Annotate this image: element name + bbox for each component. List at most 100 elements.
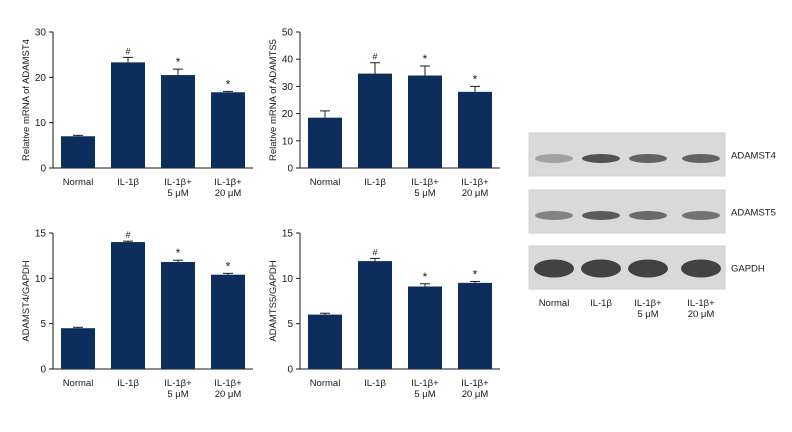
y-tick-label: 0 — [287, 164, 293, 175]
blot-lane-label: IL-1β — [590, 298, 612, 309]
blot-row-label: ADAMST4 — [731, 151, 776, 162]
significance-mark: * — [423, 270, 428, 284]
bar — [458, 282, 492, 369]
blot-band — [535, 154, 573, 163]
x-tick-label: IL-1β+ — [411, 177, 439, 188]
x-tick-label: Normal — [310, 177, 341, 188]
bar — [61, 136, 95, 168]
bar — [61, 328, 95, 369]
significance-mark: * — [226, 259, 231, 273]
blot-band — [682, 211, 720, 220]
x-tick-label: IL-1β+ — [164, 378, 192, 389]
y-tick-label: 10 — [35, 274, 47, 285]
x-tick-label: IL-1β — [364, 177, 386, 188]
x-tick-label: 5 μM — [414, 389, 435, 400]
bar — [408, 286, 442, 369]
blot-row-label: GAPDH — [731, 264, 765, 275]
significance-mark: # — [372, 247, 377, 257]
blot-band — [628, 259, 668, 278]
x-tick-label: 5 μM — [167, 389, 188, 400]
x-tick-label: IL-1β+ — [214, 378, 242, 389]
blot-band — [534, 259, 574, 278]
y-tick-label: 5 — [287, 319, 293, 330]
significance-mark: * — [473, 72, 478, 86]
y-tick-label: 15 — [282, 229, 294, 240]
x-tick-label: 20 μM — [215, 389, 242, 400]
blot-lane-label: IL-1β+ — [634, 298, 662, 309]
blot-band — [682, 154, 720, 163]
y-tick-label: 15 — [35, 229, 47, 240]
y-tick-label: 50 — [282, 28, 294, 39]
bar — [211, 274, 245, 369]
y-tick-label: 30 — [35, 28, 47, 39]
y-tick-label: 10 — [35, 118, 47, 129]
blot-row-label: ADAMST5 — [731, 208, 776, 219]
x-tick-label: 20 μM — [215, 188, 242, 199]
y-tick-label: 5 — [40, 319, 46, 330]
bar — [458, 91, 492, 168]
blot-lane-label: Normal — [539, 298, 570, 309]
y-tick-label: 10 — [282, 136, 294, 147]
significance-mark: * — [176, 246, 181, 260]
y-tick-label: 20 — [282, 109, 294, 120]
bar — [161, 262, 195, 369]
blot-lane-label: IL-1β+ — [687, 298, 715, 309]
blot-band — [629, 154, 667, 163]
bar — [161, 75, 195, 168]
y-axis-label: ADAMTS5/GAPDH — [268, 260, 279, 341]
x-tick-label: IL-1β — [117, 378, 139, 389]
x-tick-label: IL-1β+ — [461, 177, 489, 188]
blot-band — [535, 211, 573, 220]
y-tick-label: 40 — [282, 55, 294, 66]
x-tick-label: 20 μM — [462, 389, 489, 400]
x-tick-label: 20 μM — [462, 188, 489, 199]
bar — [308, 314, 342, 369]
bar — [408, 75, 442, 168]
blot-band — [582, 211, 620, 220]
significance-mark: # — [125, 46, 130, 56]
blot-lane-label: 20 μM — [688, 309, 715, 320]
bar — [111, 62, 145, 168]
significance-mark: * — [473, 268, 478, 282]
bar — [211, 92, 245, 168]
significance-mark: * — [176, 55, 181, 69]
bar — [308, 117, 342, 168]
blot-lane-label: 5 μM — [637, 309, 658, 320]
y-tick-label: 20 — [35, 73, 47, 84]
y-tick-label: 10 — [282, 274, 294, 285]
x-tick-label: 5 μM — [167, 188, 188, 199]
bar — [358, 261, 392, 369]
x-tick-label: IL-1β — [117, 177, 139, 188]
chart-adamst4-gapdh-ratio: 051015ADAMST4/GAPDHNormal#IL-1β*IL-1β+5 … — [21, 229, 253, 400]
x-tick-label: IL-1β+ — [164, 177, 192, 188]
x-tick-label: Normal — [63, 378, 94, 389]
bar — [358, 73, 392, 168]
y-tick-label: 30 — [282, 82, 294, 93]
x-tick-label: 5 μM — [414, 188, 435, 199]
x-tick-label: IL-1β+ — [461, 378, 489, 389]
significance-mark: # — [125, 230, 130, 240]
blot-band — [681, 259, 721, 278]
significance-mark: # — [372, 52, 377, 62]
x-tick-label: IL-1β+ — [411, 378, 439, 389]
significance-mark: * — [226, 77, 231, 91]
y-tick-label: 0 — [40, 164, 46, 175]
chart-adamts5-gapdh-ratio: 051015ADAMTS5/GAPDHNormal#IL-1β*IL-1β+5 … — [268, 229, 500, 400]
blot-band — [629, 211, 667, 220]
bar — [111, 242, 145, 369]
significance-mark: * — [423, 52, 428, 66]
x-tick-label: Normal — [63, 177, 94, 188]
x-tick-label: Normal — [310, 378, 341, 389]
x-tick-label: IL-1β — [364, 378, 386, 389]
y-tick-label: 0 — [40, 365, 46, 376]
blot-band — [582, 154, 620, 163]
blot-band — [581, 259, 621, 278]
y-axis-label: Relative mRNA of ADAMST4 — [21, 39, 32, 161]
y-axis-label: Relative mRNA of ADAMTS5 — [268, 39, 279, 161]
y-tick-label: 0 — [287, 365, 293, 376]
y-axis-label: ADAMST4/GAPDH — [21, 260, 32, 341]
